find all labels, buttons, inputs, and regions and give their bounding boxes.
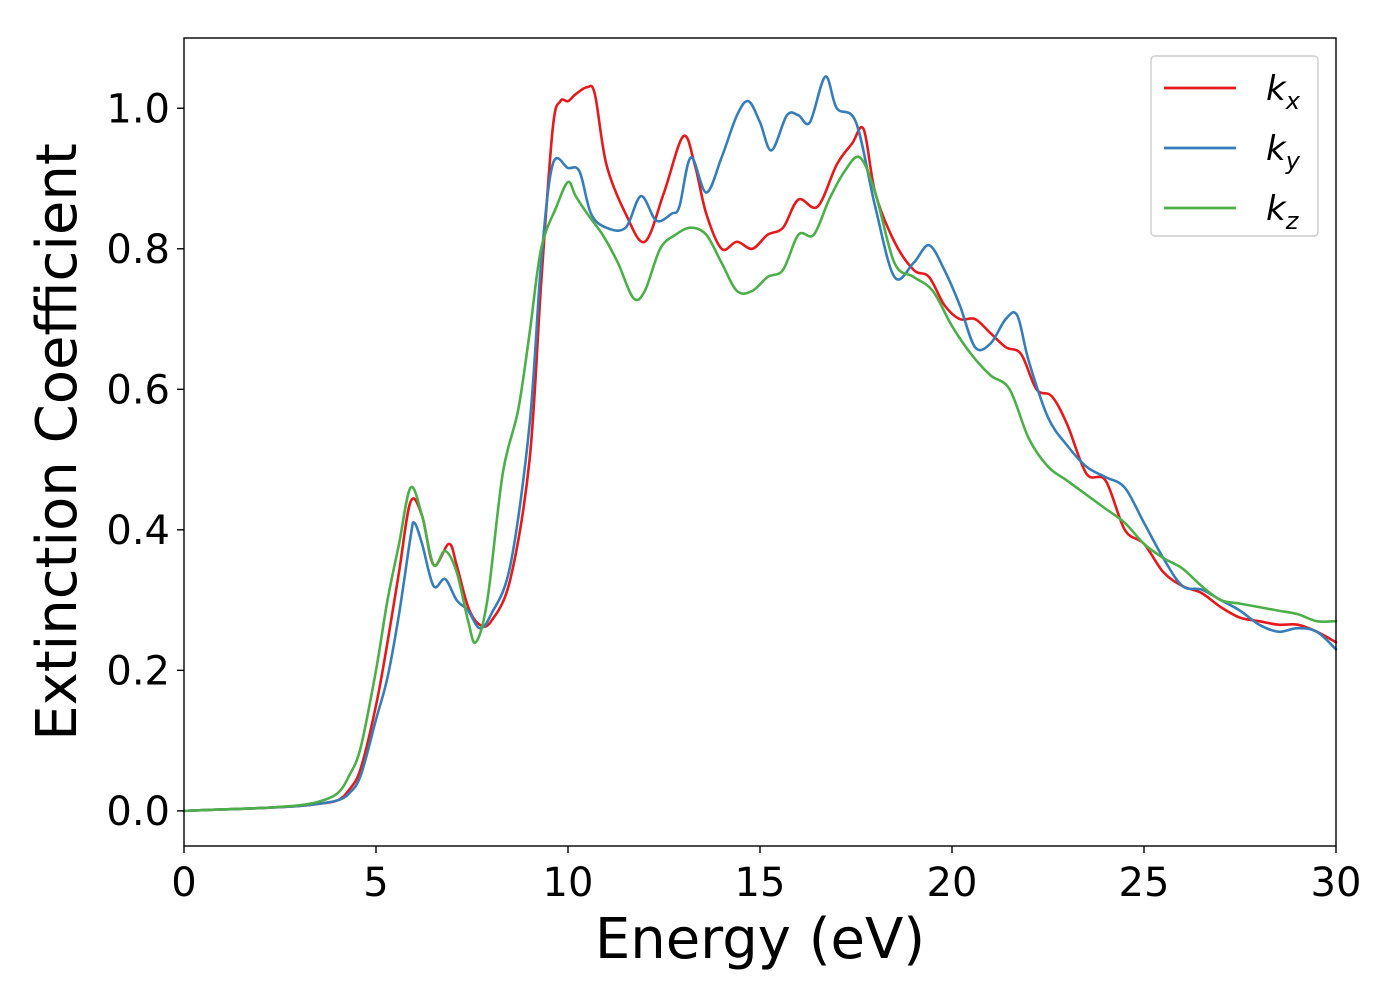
x-tick-label: 30	[1311, 860, 1362, 906]
x-tick-label: 5	[363, 860, 388, 906]
legend-label-subscript: z	[1285, 207, 1300, 235]
legend-label-z: kz	[1266, 189, 1300, 235]
x-axis-ticks: 0 5 10 15 20 25 30	[171, 846, 1361, 906]
series-layer	[182, 75, 1338, 813]
x-tick-label: 25	[1119, 860, 1170, 906]
legend-label-main: k	[1266, 129, 1287, 169]
legend-label-main: k	[1266, 189, 1287, 229]
legend-label-x: kx	[1266, 69, 1301, 115]
series-line-z	[182, 155, 1338, 813]
x-axis-title: Energy (eV)	[595, 907, 925, 972]
y-tick-label: 0.2	[106, 648, 170, 694]
x-tick-label: 15	[735, 860, 786, 906]
legend-label-subscript: x	[1285, 87, 1301, 115]
y-tick-label: 0.8	[106, 227, 170, 273]
x-tick-label: 10	[543, 860, 594, 906]
y-tick-label: 0.0	[106, 789, 170, 835]
series-line-y	[182, 75, 1338, 813]
y-tick-label: 0.4	[106, 508, 170, 554]
legend-box	[1150, 55, 1319, 237]
y-axis-ticks: 0.0 0.2 0.4 0.6 0.8 1.0	[106, 86, 184, 835]
y-tick-label: 1.0	[106, 86, 170, 132]
x-tick-label: 20	[927, 860, 978, 906]
legend-label-main: k	[1266, 69, 1287, 109]
legend-label-subscript: y	[1285, 147, 1301, 175]
x-tick-label: 0	[171, 860, 196, 906]
y-axis-title: Extinction Coefficient	[25, 143, 90, 741]
y-tick-label: 0.6	[106, 367, 170, 413]
legend-label-y: ky	[1266, 129, 1301, 175]
